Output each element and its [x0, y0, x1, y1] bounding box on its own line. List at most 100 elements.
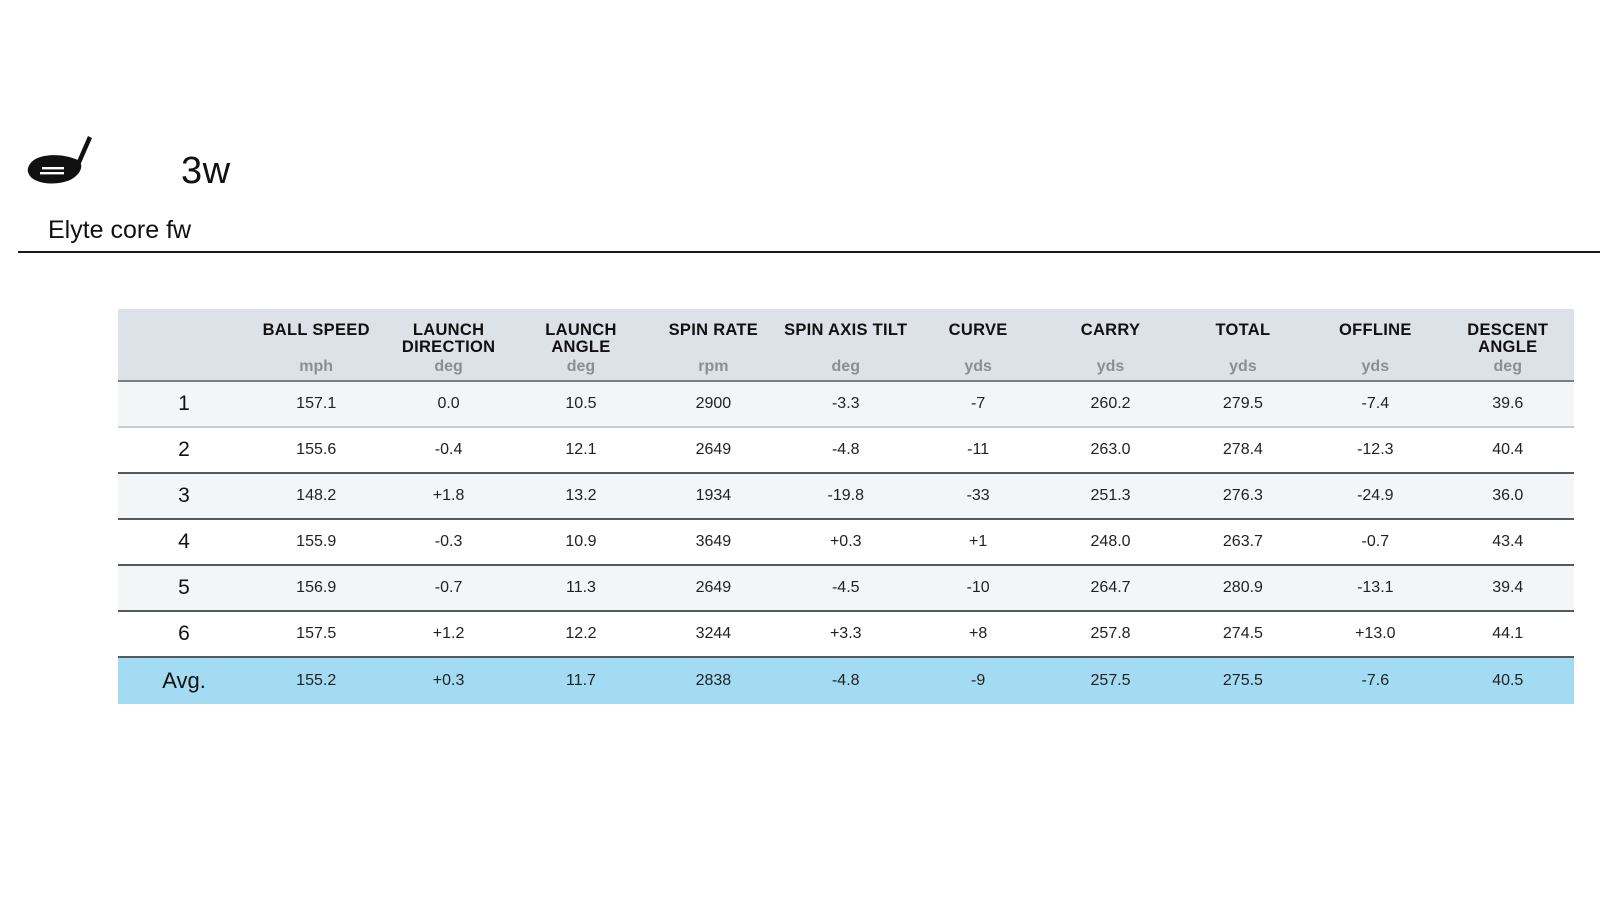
column-unit: yds	[1229, 358, 1257, 375]
column-name: BALL SPEED	[262, 321, 370, 339]
table-cell: 40.4	[1441, 427, 1574, 473]
column-unit: mph	[299, 358, 334, 375]
column-unit: yds	[1096, 358, 1125, 375]
table-cell: -19.8	[779, 473, 912, 519]
table-cell: +3.3	[779, 611, 912, 657]
table-cell: 278.4	[1176, 427, 1310, 473]
table-cell: 12.2	[514, 611, 648, 657]
column-header: DESCENT ANGLE deg	[1441, 309, 1574, 382]
table-row: 1 157.1 0.0 10.5 2900 -3.3 -7 260.2 279.5 -7.4 39.…	[118, 381, 1574, 427]
column-unit: yds	[1361, 358, 1390, 375]
table-header: BALL SPEED mph LAUNCH DIRECTION deg LAUNCH A…	[118, 309, 1574, 382]
table-cell: 155.9	[250, 519, 383, 565]
average-cell: 275.5	[1176, 657, 1310, 704]
table-cell: 260.2	[1044, 381, 1177, 427]
table-cell: 10.5	[514, 381, 648, 427]
average-cell: -4.8	[779, 657, 912, 704]
column-name: TOTAL	[1215, 321, 1271, 339]
table-row: 2 155.6 -0.4 12.1 2649 -4.8 -11 263.0 278.4 -12.3…	[118, 427, 1574, 473]
club-model: Elyte core fw	[48, 216, 192, 244]
table-row: 4 155.9 -0.3 10.9 3649 +0.3 +1 248.0 263.7 -0.7 43…	[118, 519, 1574, 565]
table-cell: 1934	[647, 473, 780, 519]
table-row: 5 156.9 -0.7 11.3 2649 -4.5 -10 264.7 280.9 -13.1…	[118, 565, 1574, 611]
table-cell: 43.4	[1441, 519, 1574, 565]
column-header: SPIN AXIS TILT deg	[779, 309, 912, 382]
column-header: BALL SPEED mph	[250, 309, 383, 382]
table-cell: 155.6	[250, 427, 383, 473]
shot-number: 5	[118, 565, 250, 611]
table-cell: 12.1	[514, 427, 648, 473]
average-row: Avg. 155.2 +0.3 11.7 2838 -4.8 -9 257.5 275.5 -7.…	[118, 657, 1574, 704]
shot-number: 3	[118, 473, 250, 519]
table-cell: 11.3	[514, 565, 648, 611]
average-cell: 2838	[647, 657, 780, 704]
shot-number: 4	[118, 519, 250, 565]
table-cell: -11	[911, 427, 1045, 473]
average-label: Avg.	[118, 657, 250, 704]
column-name: DESCENT ANGLE	[1467, 321, 1549, 356]
average-cell: 11.7	[514, 657, 648, 704]
shot-number: 2	[118, 427, 250, 473]
table-cell: +8	[911, 611, 1045, 657]
table-cell: 248.0	[1044, 519, 1177, 565]
header-row: BALL SPEED mph LAUNCH DIRECTION deg LAUNCH A…	[118, 309, 1574, 382]
column-unit: deg	[566, 358, 596, 375]
table-cell: -24.9	[1309, 473, 1442, 519]
table-cell: -10	[911, 565, 1045, 611]
table-cell: -0.7	[382, 565, 515, 611]
table-cell: 280.9	[1176, 565, 1310, 611]
average-cell: +0.3	[382, 657, 515, 704]
table-cell: 276.3	[1176, 473, 1310, 519]
column-header: LAUNCH DIRECTION deg	[382, 309, 515, 382]
table-cell: -13.1	[1309, 565, 1442, 611]
table-cell: 264.7	[1044, 565, 1177, 611]
average-cell: 40.5	[1441, 657, 1574, 704]
column-name: CURVE	[948, 321, 1008, 339]
table-cell: +1.2	[382, 611, 515, 657]
column-header: TOTAL yds	[1176, 309, 1310, 382]
column-name: SPIN AXIS TILT	[784, 321, 908, 339]
table-cell: 156.9	[250, 565, 383, 611]
column-name: LAUNCH DIRECTION	[401, 321, 496, 356]
table-cell: 2900	[647, 381, 780, 427]
table-cell: -12.3	[1309, 427, 1442, 473]
column-header: OFFLINE yds	[1309, 309, 1442, 382]
table-cell: 2649	[647, 427, 780, 473]
average-cell: 257.5	[1044, 657, 1177, 704]
fairway-wood-club-icon	[27, 136, 92, 184]
table-cell: +1.8	[382, 473, 515, 519]
column-unit: deg	[831, 358, 860, 375]
header-divider	[18, 251, 1600, 253]
table-cell: +1	[911, 519, 1045, 565]
column-header: CURVE yds	[911, 309, 1045, 382]
column-unit: deg	[1493, 358, 1522, 375]
column-name: OFFLINE	[1338, 321, 1412, 339]
table-cell: 157.5	[250, 611, 383, 657]
table-body: 1 157.1 0.0 10.5 2900 -3.3 -7 260.2 279.5 -7.4 39.…	[118, 381, 1574, 704]
table-cell: -4.5	[779, 565, 912, 611]
table-cell: 44.1	[1441, 611, 1574, 657]
table-row: 3 148.2 +1.8 13.2 1934 -19.8 -33 251.3 276.3 -24.…	[118, 473, 1574, 519]
average-cell: -9	[911, 657, 1045, 704]
table-cell: +0.3	[779, 519, 912, 565]
table-cell: 274.5	[1176, 611, 1310, 657]
column-header: LAUNCH ANGLE deg	[514, 309, 648, 382]
table-row: 6 157.5 +1.2 12.2 3244 +3.3 +8 257.8 274.5 +13.0 4…	[118, 611, 1574, 657]
column-name: LAUNCH ANGLE	[545, 321, 617, 356]
table-cell: 13.2	[514, 473, 648, 519]
table-cell: 251.3	[1044, 473, 1177, 519]
table-cell: -0.4	[382, 427, 515, 473]
column-unit: rpm	[698, 358, 729, 375]
table-cell: 157.1	[250, 381, 383, 427]
column-header: SPIN RATE rpm	[647, 309, 780, 382]
average-cell: 155.2	[250, 657, 383, 704]
table-cell: 148.2	[250, 473, 383, 519]
column-unit: yds	[964, 358, 992, 375]
table-cell: 36.0	[1441, 473, 1574, 519]
table-cell: -33	[911, 473, 1045, 519]
table-cell: 263.0	[1044, 427, 1177, 473]
shot-number: 6	[118, 611, 250, 657]
table-cell: -7	[911, 381, 1045, 427]
table-cell: 3649	[647, 519, 780, 565]
